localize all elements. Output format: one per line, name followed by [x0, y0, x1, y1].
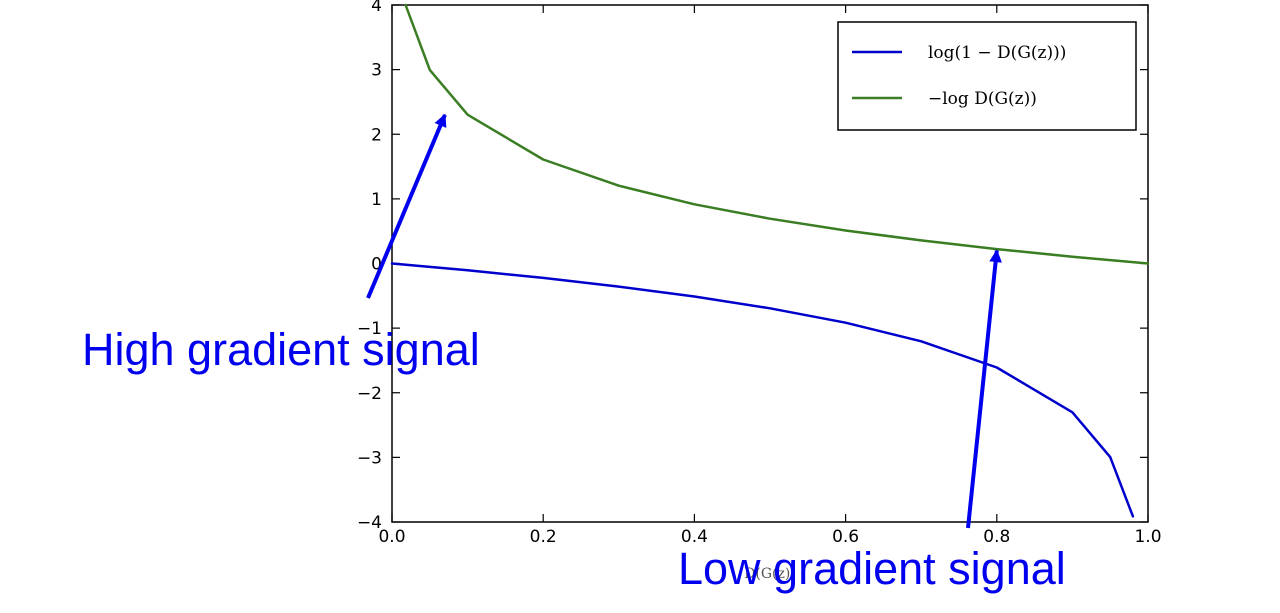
x-tick-label: 0.4	[681, 527, 708, 547]
y-tick-label: −1	[357, 319, 382, 339]
y-tick-label: 1	[371, 190, 382, 210]
x-tick-label: 1.0	[1134, 527, 1161, 547]
legend-label-log-one-minus: log(1 − D(G(z)))	[928, 43, 1066, 63]
y-tick-label: 4	[371, 0, 382, 16]
annotation-arrow-0	[366, 113, 447, 299]
annotation-layer	[366, 113, 1002, 529]
legend-label-neg-log: −log D(G(z))	[928, 89, 1037, 109]
series-layer	[390, 3, 1150, 518]
y-tick-label: −4	[357, 513, 382, 533]
series-line-1	[404, 3, 1150, 265]
annotation-high-gradient: High gradient signal	[82, 324, 480, 375]
y-tick-label: 2	[371, 125, 382, 145]
x-axis-label: D(G(z))	[744, 566, 796, 582]
legend: log(1 − D(G(z))) −log D(G(z))	[837, 21, 1137, 131]
series-line-0	[390, 262, 1135, 518]
x-tick-label: 0.2	[530, 527, 557, 547]
x-tick-label: 0.0	[378, 527, 405, 547]
annotation-low-gradient: Low gradient signal	[678, 543, 1066, 594]
legend-box	[837, 21, 1137, 131]
y-tick-label: −3	[357, 448, 382, 468]
x-tick-label: 0.8	[983, 527, 1010, 547]
y-tick-label: 0	[371, 255, 382, 275]
y-tick-label: 3	[371, 61, 382, 81]
y-tick-label: −2	[357, 384, 382, 404]
x-axis-ticks: 0.0 0.2 0.4 0.6 0.8 1.0	[378, 5, 1162, 547]
annotation-arrow-1	[966, 249, 1002, 529]
y-axis-ticks: 4 3 2 1 0 −1 −2 −3 −4	[357, 0, 1148, 533]
x-tick-label: 0.6	[832, 527, 859, 547]
